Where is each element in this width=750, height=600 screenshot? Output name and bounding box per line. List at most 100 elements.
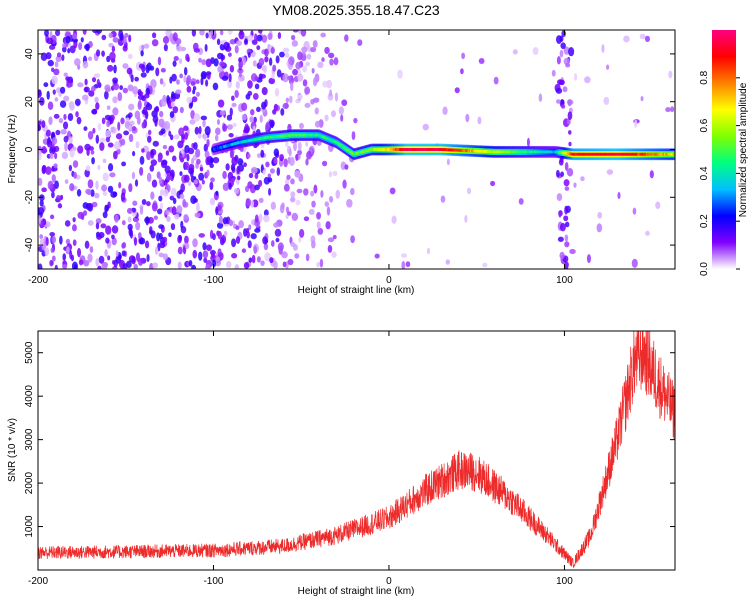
spectrogram-cell xyxy=(163,43,168,52)
spectrogram-cell xyxy=(274,228,282,237)
spectrogram-cell xyxy=(141,44,145,51)
spectrogram-cell xyxy=(374,253,380,259)
spectrogram-cell xyxy=(573,72,578,81)
spectrogram-cell xyxy=(201,179,205,185)
spectrogram-cell xyxy=(565,205,571,213)
spectrogram-cell xyxy=(76,116,82,125)
spectrogram-cell xyxy=(63,95,70,102)
spectrogram-cell xyxy=(137,91,144,96)
spectrogram-cell xyxy=(107,142,114,148)
spectrogram-cell xyxy=(302,79,308,87)
spectrogram-cell xyxy=(91,77,97,83)
spectrogram-cell xyxy=(204,43,208,52)
colorbar-tick-label: 0.4 xyxy=(699,166,710,180)
spectrogram-cell xyxy=(38,120,42,125)
snr-y-tick-label: 2000 xyxy=(24,472,35,495)
spectrogram-cell xyxy=(312,40,318,48)
spectrogram-cell xyxy=(269,257,274,264)
spectrogram-cell xyxy=(85,188,92,195)
spectrogram-cell xyxy=(72,239,77,247)
spectrogram-cell xyxy=(306,150,312,160)
spectrogram-cell xyxy=(134,179,139,187)
spectrogram-cell xyxy=(152,262,159,269)
spectrogram-cell xyxy=(296,188,303,194)
spectrogram-cell xyxy=(446,158,450,166)
spectrogram-cell xyxy=(316,262,320,268)
spectrogram-cell xyxy=(171,73,177,82)
spectrogram-cell xyxy=(270,201,276,210)
spectrogram-cell xyxy=(185,165,190,171)
spectrogram-cell xyxy=(83,126,88,132)
spectrogram-cell xyxy=(178,58,183,64)
spectrogram-cell xyxy=(45,166,52,175)
spectrogram-cell xyxy=(263,209,269,217)
spectrogram-cell xyxy=(66,82,73,88)
spectrogram-cell xyxy=(134,76,139,82)
spectrogram-cell xyxy=(282,47,290,53)
spectrogram-cell xyxy=(317,61,324,69)
spectrogram-cell xyxy=(68,164,73,172)
spectrogram-cell xyxy=(136,116,141,125)
spectrogram-cell xyxy=(228,133,234,138)
spectrogram-cell xyxy=(98,255,105,264)
spectrogram-cell xyxy=(162,36,170,44)
spectrogram-cell xyxy=(150,191,155,200)
spectrogram-cell xyxy=(258,213,263,223)
spectrogram-cell xyxy=(162,253,169,261)
spectrogram-cell xyxy=(212,233,216,241)
spectrogram-cell xyxy=(51,236,57,244)
spectrogram-cell xyxy=(291,212,299,221)
spectrogram-cell xyxy=(249,116,254,123)
spectrogram-cell xyxy=(445,259,451,265)
spectrogram-cell xyxy=(198,57,202,63)
spectrogram-cell xyxy=(171,206,177,216)
spectrogram-cell xyxy=(217,99,225,108)
spectrogram-cell xyxy=(357,39,363,46)
spectrogram-cell xyxy=(193,142,198,150)
spectrogram-cell xyxy=(222,170,227,180)
spectrogram-cell xyxy=(297,51,303,61)
spectrogram-cell xyxy=(160,189,164,197)
spectrogram-cell xyxy=(569,248,576,255)
spectrogram-cell xyxy=(292,30,299,33)
spectrogram-cell xyxy=(466,187,472,195)
spectrogram-cell xyxy=(150,79,157,89)
spectrogram-cell xyxy=(102,172,109,182)
spectrogram-cell xyxy=(228,219,233,227)
spectrogram-cell xyxy=(91,201,98,208)
spectrogram-cell xyxy=(227,52,232,57)
spectrogram-cell xyxy=(179,106,184,114)
spectrogram-cell xyxy=(76,188,82,197)
spectrogram-cell xyxy=(122,87,129,94)
spectrogram-cell xyxy=(166,215,171,222)
spectrogram-cell xyxy=(247,181,253,189)
spectrogram-cell xyxy=(275,55,280,64)
spectrogram-cell xyxy=(117,91,123,102)
spectrogram-cell xyxy=(256,256,261,263)
spectrogram-cell xyxy=(219,61,225,67)
spectrogram-cell xyxy=(617,191,621,200)
spectrogram-cell xyxy=(121,220,126,226)
spectrogram-cell xyxy=(139,206,144,215)
spectrogram-cell xyxy=(280,108,285,116)
spectrogram-cell xyxy=(559,222,566,232)
spectrogram-cell xyxy=(271,73,275,79)
spectrogram-cell xyxy=(389,187,396,195)
spectrogram-cell xyxy=(273,222,279,228)
spectrogram-cell xyxy=(326,206,331,216)
spectrogram-cell xyxy=(249,109,255,116)
spectrogram-cell xyxy=(159,110,164,118)
spectrogram-cell xyxy=(120,138,126,146)
spectrogram-cell xyxy=(97,122,102,131)
spectrogram-cell xyxy=(200,77,204,86)
snr-x-tick-label: 0 xyxy=(386,576,392,587)
spectrogram-cell xyxy=(140,72,147,78)
spectrogram-cell xyxy=(603,96,610,106)
spectrogram-cell xyxy=(338,106,344,115)
spectrogram-cell xyxy=(193,179,198,185)
snr-xlabel: Height of straight line (km) xyxy=(298,586,415,597)
spectrogram-cell xyxy=(172,106,179,114)
spectrogram-cell xyxy=(172,60,177,67)
spectrogram-cell xyxy=(99,142,105,151)
